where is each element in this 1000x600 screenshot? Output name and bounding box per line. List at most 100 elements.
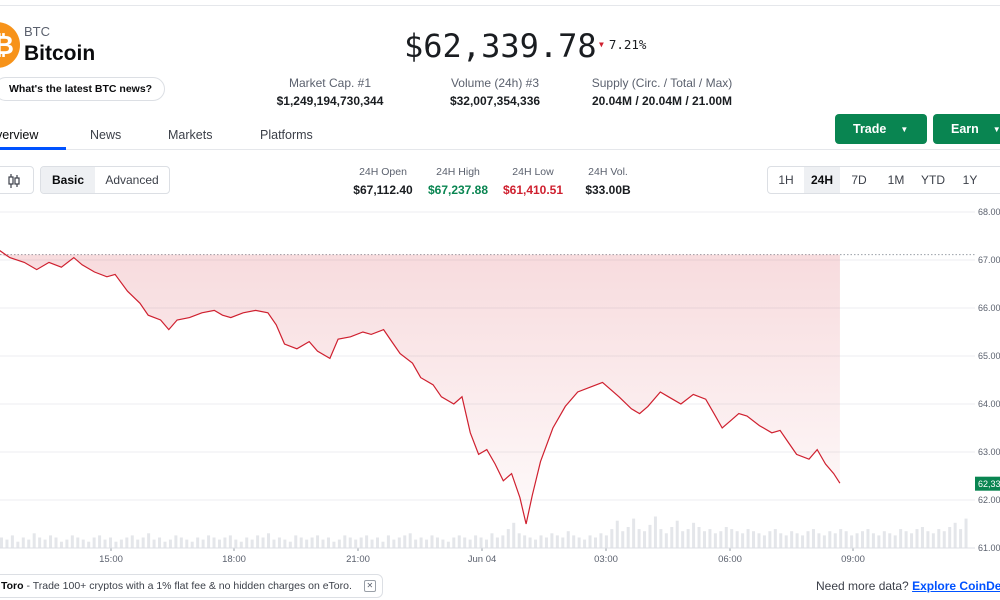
volume-bar bbox=[5, 539, 9, 548]
volume-bar bbox=[746, 529, 750, 548]
volume-bar bbox=[316, 535, 320, 548]
volume-bar bbox=[43, 539, 47, 548]
volume-bar bbox=[866, 529, 870, 548]
close-icon[interactable]: ✕ bbox=[363, 580, 376, 592]
price-chart[interactable]: 68.00 67.00 66.00 65.00 64.00 63.00 62.00 61.00… bbox=[0, 200, 1000, 565]
volume-bar bbox=[593, 537, 597, 548]
coin-name: Bitcoin bbox=[24, 42, 96, 65]
earn-button[interactable]: Earn ▼ bbox=[933, 114, 1000, 144]
range-ytd[interactable]: YTD bbox=[921, 173, 945, 187]
trade-button[interactable]: Trade ▼ bbox=[835, 114, 927, 144]
volume-bar bbox=[196, 537, 200, 548]
volume-bar bbox=[724, 527, 728, 548]
volume-bar bbox=[147, 533, 151, 548]
volume-bar bbox=[528, 537, 532, 548]
etoro-promo[interactable]: Toro - Trade 100+ cryptos with a 1% flat… bbox=[0, 574, 383, 598]
volume-bar bbox=[626, 527, 630, 548]
volume-bar bbox=[599, 533, 603, 548]
volume-bar bbox=[855, 533, 859, 548]
volume-bar bbox=[217, 539, 221, 548]
volume-bar bbox=[806, 531, 810, 548]
volume-bar bbox=[544, 537, 548, 548]
volume-bar bbox=[310, 537, 314, 548]
volume-bar bbox=[719, 531, 723, 548]
volume-bar bbox=[359, 537, 363, 548]
ohlc-label: 24H High bbox=[436, 166, 480, 178]
volume-bar bbox=[414, 539, 418, 548]
volume-bar bbox=[850, 535, 854, 548]
volume-bar bbox=[354, 539, 358, 548]
volume-bar bbox=[964, 518, 968, 548]
caret-down-icon: ▼ bbox=[900, 125, 909, 134]
explore-link[interactable]: Explore CoinDesk's bbox=[912, 579, 1000, 593]
volume-bar bbox=[910, 533, 914, 548]
range-1m[interactable]: 1M bbox=[887, 173, 905, 187]
volume-bar bbox=[76, 537, 80, 548]
volume-bar bbox=[757, 533, 761, 548]
stat-label: Volume (24h) #3 bbox=[450, 76, 540, 90]
volume-bar bbox=[245, 537, 249, 548]
volume-bar bbox=[435, 537, 439, 548]
volume-bar bbox=[49, 535, 53, 548]
volume-bar bbox=[16, 541, 20, 548]
range-24h[interactable]: 24H bbox=[804, 167, 840, 193]
volume-bar bbox=[299, 537, 303, 548]
stat-supply: Supply (Circ. / Total / Max) 20.04M / 20… bbox=[582, 76, 742, 108]
volume-bar bbox=[179, 537, 183, 548]
volume-bar bbox=[174, 535, 178, 548]
volume-bar bbox=[953, 522, 957, 548]
volume-bar bbox=[877, 535, 881, 548]
time-range-selector: 1H 24H 7D 1M YTD 1Y bbox=[767, 166, 1000, 194]
volume-bar bbox=[844, 531, 848, 548]
chart-mode-toggle: Basic Advanced bbox=[40, 166, 170, 194]
current-price: $62,339.78 bbox=[404, 27, 597, 65]
candlestick-toggle-button[interactable] bbox=[0, 166, 34, 194]
y-tick-label: 63.00 bbox=[978, 447, 1000, 457]
price-change: ▼ 7.21% bbox=[599, 37, 646, 52]
volume-bar bbox=[512, 522, 516, 548]
volume-bar bbox=[239, 541, 243, 548]
volume-bar bbox=[446, 541, 450, 548]
volume-bar bbox=[495, 537, 499, 548]
tab-platforms[interactable]: Platforms bbox=[260, 128, 313, 142]
price-change-value: 7.21% bbox=[608, 37, 647, 52]
tab-bar: verview News Markets Platforms bbox=[0, 118, 1000, 150]
volume-bar bbox=[702, 531, 706, 548]
volume-bar bbox=[228, 535, 232, 548]
volume-bar bbox=[937, 529, 941, 548]
range-1h[interactable]: 1H bbox=[778, 173, 794, 187]
volume-bar bbox=[926, 531, 930, 548]
tab-news[interactable]: News bbox=[90, 128, 122, 142]
volume-bar bbox=[141, 537, 145, 548]
current-price-label: 62,33 bbox=[978, 479, 1000, 489]
volume-bar bbox=[27, 539, 31, 548]
volume-bar bbox=[321, 539, 325, 548]
mode-advanced[interactable]: Advanced bbox=[105, 173, 159, 187]
tab-markets[interactable]: Markets bbox=[168, 128, 213, 142]
mode-basic[interactable]: Basic bbox=[41, 167, 95, 193]
volume-bar bbox=[735, 531, 739, 548]
tab-overview[interactable]: verview bbox=[0, 128, 39, 142]
volume-bar bbox=[490, 533, 494, 548]
volume-bar bbox=[632, 518, 636, 548]
more-data-text: Need more data? bbox=[816, 579, 909, 593]
active-tab-indicator bbox=[0, 147, 66, 150]
trade-button-label: Trade bbox=[853, 122, 887, 136]
volume-bar bbox=[583, 539, 587, 548]
range-1y[interactable]: 1Y bbox=[962, 173, 978, 187]
volume-bar bbox=[790, 531, 794, 548]
volume-bar bbox=[523, 535, 527, 548]
range-7d[interactable]: 7D bbox=[851, 173, 867, 187]
volume-bar bbox=[839, 529, 843, 548]
y-tick-label: 65.00 bbox=[978, 351, 1000, 361]
news-prompt-button[interactable]: What's the latest BTC news? bbox=[0, 77, 166, 101]
volume-bar bbox=[501, 535, 505, 548]
volume-bar bbox=[931, 533, 935, 548]
volume-bar bbox=[539, 535, 543, 548]
volume-bar bbox=[506, 529, 510, 548]
volume-bar bbox=[713, 533, 717, 548]
volume-bar bbox=[10, 535, 14, 548]
volume-bar bbox=[370, 539, 374, 548]
volume-bar bbox=[643, 531, 647, 548]
